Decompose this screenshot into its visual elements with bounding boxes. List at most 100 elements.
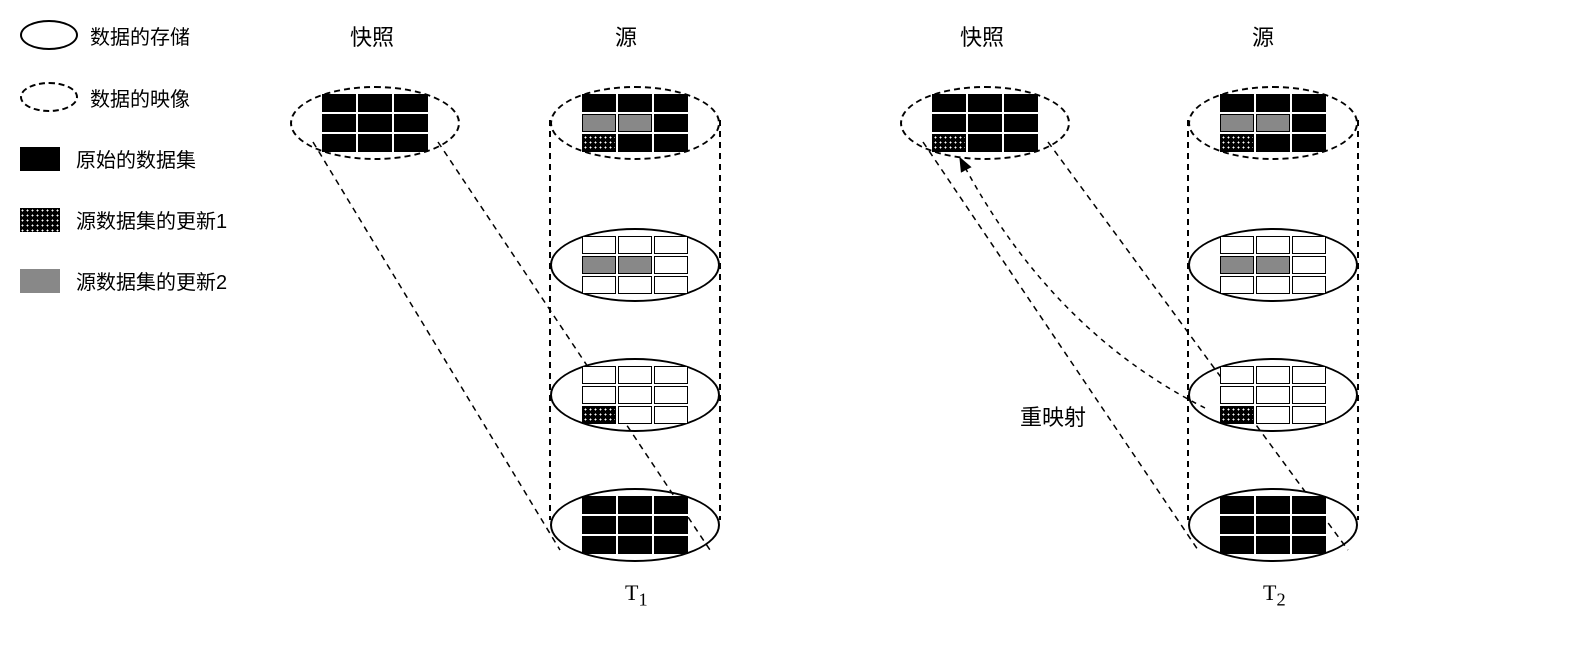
grid-cell <box>1292 236 1326 254</box>
grid-cell <box>1292 536 1326 554</box>
grid-cell <box>1292 276 1326 294</box>
t2-source-layer2-grid <box>1220 236 1326 294</box>
t2-source-layer3-grid <box>1220 366 1326 424</box>
grid-cell <box>654 516 688 534</box>
grid-cell <box>618 134 652 152</box>
remap-label: 重映射 <box>1020 400 1086 432</box>
grid-cell <box>582 386 616 404</box>
grid-cell <box>618 94 652 112</box>
legend-label: 数据的存储 <box>90 21 190 50</box>
grid-cell <box>582 256 616 274</box>
grid-cell <box>582 406 616 424</box>
grid-cell <box>1256 516 1290 534</box>
grid-cell <box>654 236 688 254</box>
grid-cell <box>582 134 616 152</box>
grid-cell <box>582 276 616 294</box>
grid-cell <box>654 366 688 384</box>
grid-cell <box>1220 256 1254 274</box>
grid-cell <box>1256 366 1290 384</box>
grid-cell <box>1220 386 1254 404</box>
t1-snapshot-label: 快照 <box>350 20 394 52</box>
legend-label: 数据的映像 <box>90 83 190 112</box>
grid-cell <box>1256 94 1290 112</box>
legend: 数据的存储 数据的映像 原始的数据集 源数据集的更新1 源数据集的更新2 <box>20 20 280 327</box>
grid-cell <box>1220 516 1254 534</box>
grid-cell <box>1220 134 1254 152</box>
grid-cell <box>1292 94 1326 112</box>
grid-cell <box>1292 516 1326 534</box>
grid-cell <box>618 236 652 254</box>
grid-cell <box>618 276 652 294</box>
grid-cell <box>582 366 616 384</box>
grid-cell <box>582 496 616 514</box>
grid-cell <box>654 94 688 112</box>
t1-source-layer3-grid <box>582 366 688 424</box>
grid-cell <box>582 536 616 554</box>
grid-cell <box>1220 276 1254 294</box>
grid-cell <box>394 94 428 112</box>
grid-cell <box>1220 406 1254 424</box>
grid-cell <box>654 276 688 294</box>
t2-source-label: 源 <box>1252 20 1274 52</box>
grid-cell <box>968 114 1002 132</box>
grid-cell <box>358 114 392 132</box>
grid-cell <box>1220 114 1254 132</box>
grid-cell <box>654 256 688 274</box>
grid-cell <box>394 134 428 152</box>
gray-swatch-icon <box>20 269 60 293</box>
grid-cell <box>1220 236 1254 254</box>
grid-cell <box>968 134 1002 152</box>
grid-cell <box>968 94 1002 112</box>
grid-cell <box>932 134 966 152</box>
grid-cell <box>582 94 616 112</box>
legend-item-dashed-ellipse: 数据的映像 <box>20 82 280 112</box>
grid-cell <box>1292 496 1326 514</box>
grid-cell <box>1292 366 1326 384</box>
grid-cell <box>1256 256 1290 274</box>
t2-snapshot-grid <box>932 94 1038 152</box>
grid-cell <box>618 256 652 274</box>
grid-cell <box>1256 236 1290 254</box>
t2-source-top-grid <box>1220 94 1326 152</box>
legend-label: 原始的数据集 <box>76 144 196 173</box>
grid-cell <box>1220 366 1254 384</box>
grid-cell <box>1220 536 1254 554</box>
grid-cell <box>618 516 652 534</box>
grid-cell <box>1292 256 1326 274</box>
dashed-ellipse-icon <box>20 82 78 112</box>
grid-cell <box>1292 134 1326 152</box>
legend-label: 源数据集的更新1 <box>76 205 227 234</box>
t1-source-top-grid <box>582 94 688 152</box>
grid-cell <box>654 386 688 404</box>
t1-time-label: T1 <box>625 580 648 610</box>
t2-snapshot-label: 快照 <box>960 20 1004 52</box>
grid-cell <box>654 406 688 424</box>
t1-source-layer2-grid <box>582 236 688 294</box>
grid-cell <box>618 496 652 514</box>
grid-cell <box>618 536 652 554</box>
t2-source-bottom-grid <box>1220 496 1326 554</box>
legend-label: 源数据集的更新2 <box>76 266 227 295</box>
t2-time-label: T2 <box>1263 580 1286 610</box>
dot-swatch-icon <box>20 208 60 232</box>
grid-cell <box>1004 94 1038 112</box>
grid-cell <box>1256 406 1290 424</box>
legend-item-solid-ellipse: 数据的存储 <box>20 20 280 50</box>
grid-cell <box>322 114 356 132</box>
grid-cell <box>1256 536 1290 554</box>
grid-cell <box>322 134 356 152</box>
grid-cell <box>1292 406 1326 424</box>
legend-item-black: 原始的数据集 <box>20 144 280 173</box>
grid-cell <box>618 406 652 424</box>
grid-cell <box>654 114 688 132</box>
grid-cell <box>618 386 652 404</box>
grid-cell <box>1220 94 1254 112</box>
grid-cell <box>582 516 616 534</box>
grid-cell <box>932 94 966 112</box>
grid-cell <box>358 134 392 152</box>
diagram: 数据的存储 数据的映像 原始的数据集 源数据集的更新1 源数据集的更新2 快照 … <box>20 20 1563 631</box>
grid-cell <box>394 114 428 132</box>
legend-item-dot: 源数据集的更新1 <box>20 205 280 234</box>
grid-cell <box>1256 386 1290 404</box>
grid-cell <box>1256 276 1290 294</box>
